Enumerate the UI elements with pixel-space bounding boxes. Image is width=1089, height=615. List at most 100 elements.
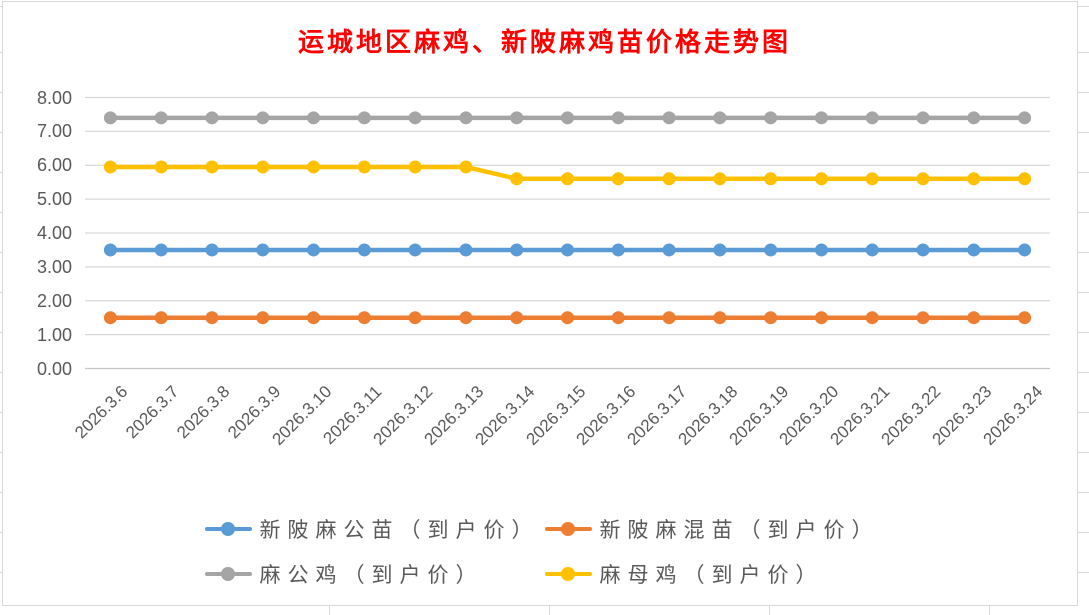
data-point <box>154 243 168 257</box>
data-point <box>408 311 422 325</box>
data-point <box>865 243 879 257</box>
y-tick-label: 0.00 <box>36 358 72 379</box>
data-point <box>205 311 219 325</box>
data-point <box>103 160 117 174</box>
data-point <box>307 243 321 257</box>
data-point <box>865 172 879 186</box>
y-tick-label: 3.00 <box>36 256 72 277</box>
data-point <box>154 311 168 325</box>
data-point <box>814 111 828 125</box>
data-point <box>561 111 574 125</box>
data-point <box>459 160 473 174</box>
data-point <box>408 160 422 174</box>
data-point <box>357 311 371 325</box>
data-point <box>713 111 727 125</box>
chart-object-border <box>2 1 1078 606</box>
data-point <box>459 311 473 325</box>
legend-item-series-4[interactable]: 麻母鸡（到户价） <box>544 558 885 590</box>
data-point <box>561 243 574 257</box>
data-point <box>865 311 879 325</box>
y-tick-label: 8.00 <box>36 87 72 108</box>
data-point <box>154 111 168 125</box>
data-point <box>256 311 270 325</box>
legend-item-series-3[interactable]: 麻公鸡（到户价） <box>204 558 545 590</box>
data-point <box>713 172 727 186</box>
data-point <box>510 311 524 325</box>
data-point <box>814 172 828 186</box>
data-point <box>764 311 778 325</box>
data-point <box>561 172 574 186</box>
data-point <box>611 111 625 125</box>
data-point <box>256 243 270 257</box>
data-point <box>459 111 473 125</box>
data-point <box>408 111 422 125</box>
legend-line-dot-icon <box>544 522 592 536</box>
y-tick-label: 1.00 <box>36 324 72 345</box>
data-point <box>307 111 321 125</box>
data-point <box>611 243 625 257</box>
data-point <box>916 243 930 257</box>
data-point <box>967 311 981 325</box>
legend-label: 新陂麻混苗（到户价） <box>599 518 880 542</box>
data-point <box>205 160 219 174</box>
data-point <box>408 243 422 257</box>
data-point <box>713 243 727 257</box>
legend-item-series-1[interactable]: 新陂麻公苗（到户价） <box>204 513 545 545</box>
data-point <box>662 311 676 325</box>
data-point <box>916 172 930 186</box>
data-point <box>103 243 117 257</box>
data-point <box>510 243 524 257</box>
data-point <box>967 111 981 125</box>
data-point <box>764 172 778 186</box>
data-point <box>814 243 828 257</box>
data-point <box>357 111 371 125</box>
y-tick-label: 6.00 <box>36 155 72 176</box>
data-point <box>103 311 117 325</box>
data-point <box>662 172 676 186</box>
data-point <box>561 311 574 325</box>
data-point <box>205 111 219 125</box>
data-point <box>916 111 930 125</box>
data-point <box>764 243 778 257</box>
y-tick-label: 4.00 <box>36 223 72 243</box>
data-point <box>662 243 676 257</box>
data-point <box>916 311 930 325</box>
data-point <box>154 160 168 174</box>
legend-label: 麻母鸡（到户价） <box>599 563 824 587</box>
data-point <box>205 243 219 257</box>
data-point <box>256 160 270 174</box>
legend-item-series-2[interactable]: 新陂麻混苗（到户价） <box>544 513 885 545</box>
data-point <box>967 172 981 186</box>
data-point <box>1018 111 1032 125</box>
data-point <box>357 160 371 174</box>
legend-line-dot-icon <box>544 567 592 581</box>
data-point <box>1018 172 1032 186</box>
data-point <box>611 172 625 186</box>
legend-label: 新陂麻公苗（到户价） <box>259 518 540 542</box>
data-point <box>865 111 879 125</box>
spreadsheet-gridlines-bottom <box>0 606 1089 615</box>
data-point <box>1018 311 1032 325</box>
data-point <box>713 311 727 325</box>
data-point <box>814 311 828 325</box>
y-tick-label: 5.00 <box>36 189 72 210</box>
data-point <box>510 111 524 125</box>
data-point <box>307 160 321 174</box>
chart-legend: 新陂麻公苗（到户价） 新陂麻混苗（到户价） 麻公鸡（到户价） 麻母鸡（到户价） <box>204 513 885 590</box>
data-point <box>967 243 981 257</box>
legend-label: 麻公鸡（到户价） <box>259 563 484 587</box>
spreadsheet-gridlines-right <box>1078 0 1089 606</box>
data-point <box>459 243 473 257</box>
data-point <box>510 172 524 186</box>
data-point <box>1018 243 1032 257</box>
data-point <box>103 111 117 125</box>
chart-title: 运城地区麻鸡、新陂麻鸡苗价格走势图 <box>297 28 791 57</box>
data-point <box>357 243 371 257</box>
data-point <box>764 111 778 125</box>
spreadsheet-gridlines-left <box>0 0 3 606</box>
data-point <box>307 311 321 325</box>
y-tick-label: 2.00 <box>36 290 72 311</box>
